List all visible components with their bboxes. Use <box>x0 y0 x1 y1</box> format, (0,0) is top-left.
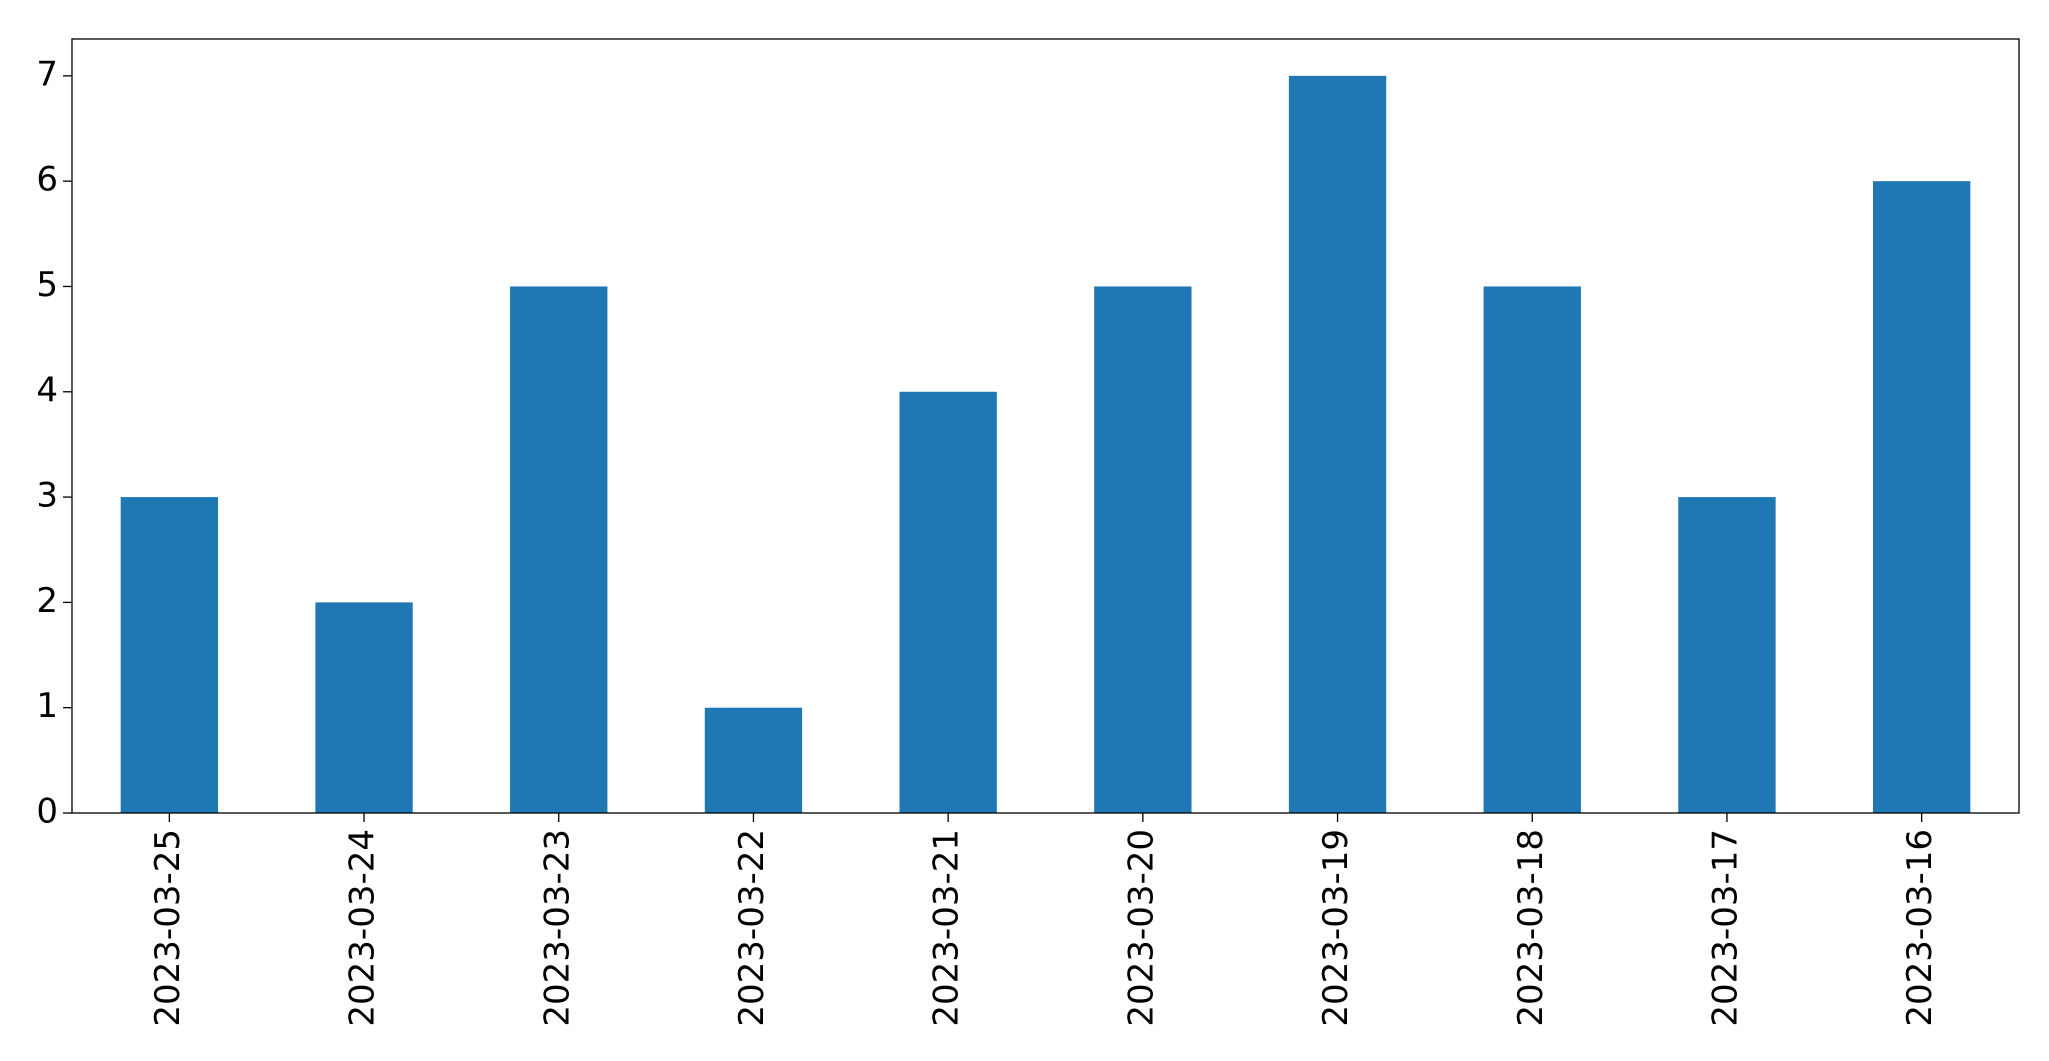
x-tick-label: 2023-03-25 <box>148 829 188 1027</box>
bar <box>315 602 413 813</box>
bar <box>1483 286 1581 814</box>
x-tick-label: 2023-03-22 <box>732 829 772 1027</box>
bar <box>1094 286 1192 814</box>
bar <box>1288 75 1387 814</box>
y-tick-label: 0 <box>36 792 58 832</box>
x-tick-label: 2023-03-16 <box>1900 829 1940 1027</box>
bar <box>1872 181 1971 813</box>
y-tick-label: 6 <box>36 160 58 200</box>
bar <box>704 707 803 813</box>
y-tick-label: 7 <box>36 54 58 94</box>
x-tick-label: 2023-03-20 <box>1121 829 1161 1027</box>
y-tick-label: 2 <box>36 581 58 621</box>
x-tick-label: 2023-03-24 <box>343 829 383 1027</box>
bar <box>510 286 608 814</box>
x-tick-label: 2023-03-19 <box>1316 829 1356 1027</box>
bar <box>1678 497 1776 813</box>
y-tick-label: 3 <box>36 476 58 516</box>
y-tick-label: 4 <box>36 370 58 410</box>
bar <box>120 497 219 813</box>
x-tick-label: 2023-03-23 <box>537 829 577 1027</box>
x-tick-label: 2023-03-18 <box>1511 829 1551 1027</box>
x-tick-label: 2023-03-21 <box>927 829 967 1027</box>
bar <box>899 391 997 813</box>
y-tick-label: 1 <box>36 686 58 726</box>
x-tick-label: 2023-03-17 <box>1705 829 1745 1027</box>
y-tick-label: 5 <box>36 265 58 305</box>
plot-frame <box>71 38 2020 814</box>
